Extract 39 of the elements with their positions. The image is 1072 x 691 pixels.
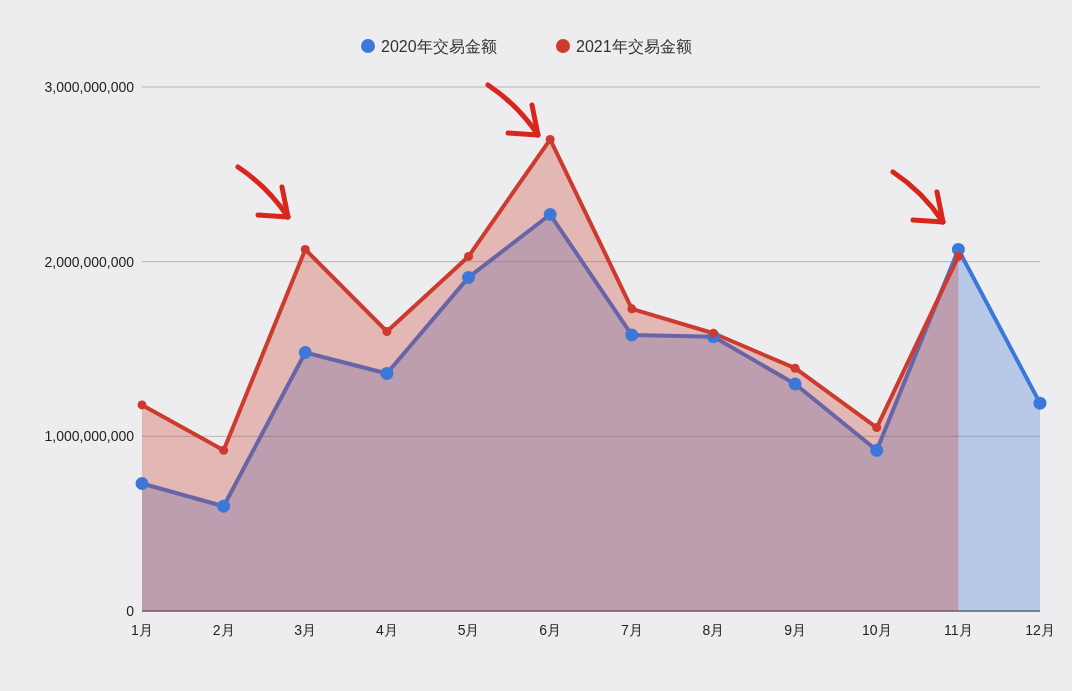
legend-label: 2020年交易金额	[381, 38, 497, 55]
point	[1033, 396, 1047, 410]
x-tick-label: 4月	[376, 622, 398, 638]
x-tick-label: 12月	[1025, 622, 1055, 638]
y-tick-label: 0	[126, 603, 135, 619]
point	[462, 270, 476, 284]
point	[953, 251, 963, 261]
x-tick-label: 10月	[861, 622, 892, 638]
point	[464, 251, 474, 261]
point	[300, 244, 310, 254]
point	[217, 499, 231, 513]
x-tick-label: 11月	[944, 622, 973, 638]
x-tick-label: 6月	[539, 622, 562, 638]
point	[137, 400, 147, 410]
point	[872, 423, 882, 433]
y-tick-label: 2,000,000,000	[44, 253, 135, 270]
legend-label: 2021年交易金额	[576, 38, 692, 55]
y-tick-label: 3,000,000,000	[44, 79, 135, 95]
point	[543, 208, 557, 222]
point	[380, 366, 394, 380]
point	[382, 327, 392, 337]
x-tick-label: 3月	[294, 622, 317, 638]
x-tick-label: 1月	[131, 622, 153, 638]
point	[627, 304, 637, 314]
x-tick-label: 2月	[212, 622, 235, 638]
point	[298, 345, 312, 359]
x-tick-label: 9月	[784, 622, 806, 638]
point	[788, 377, 802, 391]
x-tick-label: 5月	[457, 622, 480, 638]
point	[708, 328, 718, 338]
point	[219, 445, 229, 455]
y-tick-label: 1,000,000,000	[44, 428, 135, 445]
point	[625, 328, 639, 342]
point	[790, 363, 800, 373]
point	[870, 443, 884, 457]
x-tick-label: 7月	[620, 622, 643, 638]
point	[135, 476, 149, 490]
x-tick-label: 8月	[702, 622, 725, 638]
point	[545, 134, 555, 144]
